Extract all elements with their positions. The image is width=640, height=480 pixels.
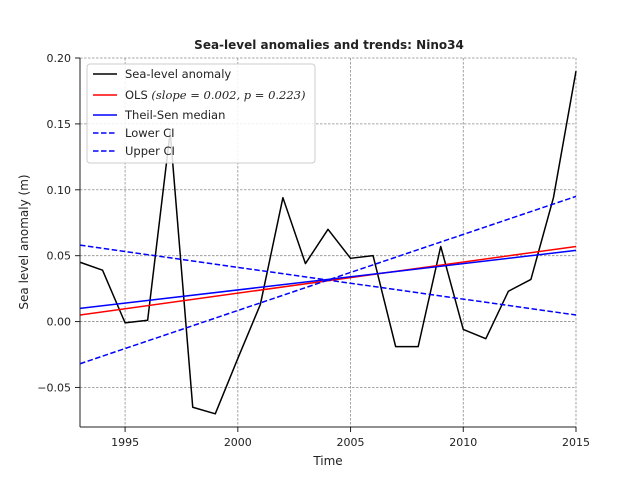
x-tick-label: 1995	[111, 436, 139, 449]
x-tick-label: 2015	[562, 436, 590, 449]
series-line-0	[79, 71, 577, 415]
legend-label-2: Theil-Sen median	[124, 108, 225, 122]
y-tick-label: 0.05	[47, 250, 72, 263]
y-axis-label: Sea level anomaly (m)	[17, 174, 31, 309]
x-tick-label: 2010	[449, 436, 477, 449]
y-tick-label: 0.10	[47, 184, 72, 197]
x-axis-label: Time	[312, 454, 342, 468]
legend-label-1: OLS (slope = 0.002, p = 0.223)	[125, 88, 305, 102]
legend: Sea-level anomaly OLS (slope = 0.002, p =…	[86, 63, 316, 164]
legend-label-3: Lower CI	[125, 126, 175, 140]
chart-title: Sea-level anomalies and trends: Nino34	[194, 38, 464, 52]
ticks: 1995 2000 2005 2010 2015 −0.05 0.00 0.05 0.10 0.1…	[37, 52, 590, 449]
legend-box	[86, 63, 316, 164]
x-tick-label: 2000	[224, 436, 252, 449]
y-tick-label: −0.05	[37, 381, 71, 394]
y-tick-label: 0.15	[47, 118, 72, 131]
legend-label-0: Sea-level anomaly	[125, 67, 231, 81]
y-tick-label: 0.00	[47, 316, 72, 329]
series-line-4	[79, 195, 577, 365]
series-group	[79, 71, 577, 415]
axes	[79, 58, 576, 428]
y-tick-label: 0.20	[47, 52, 72, 65]
legend-label-4: Upper CI	[125, 144, 175, 158]
x-tick-label: 2005	[337, 436, 365, 449]
legend-math-1: (slope = 0.002, p = 0.223)	[148, 88, 306, 102]
series-line-3	[79, 244, 577, 316]
